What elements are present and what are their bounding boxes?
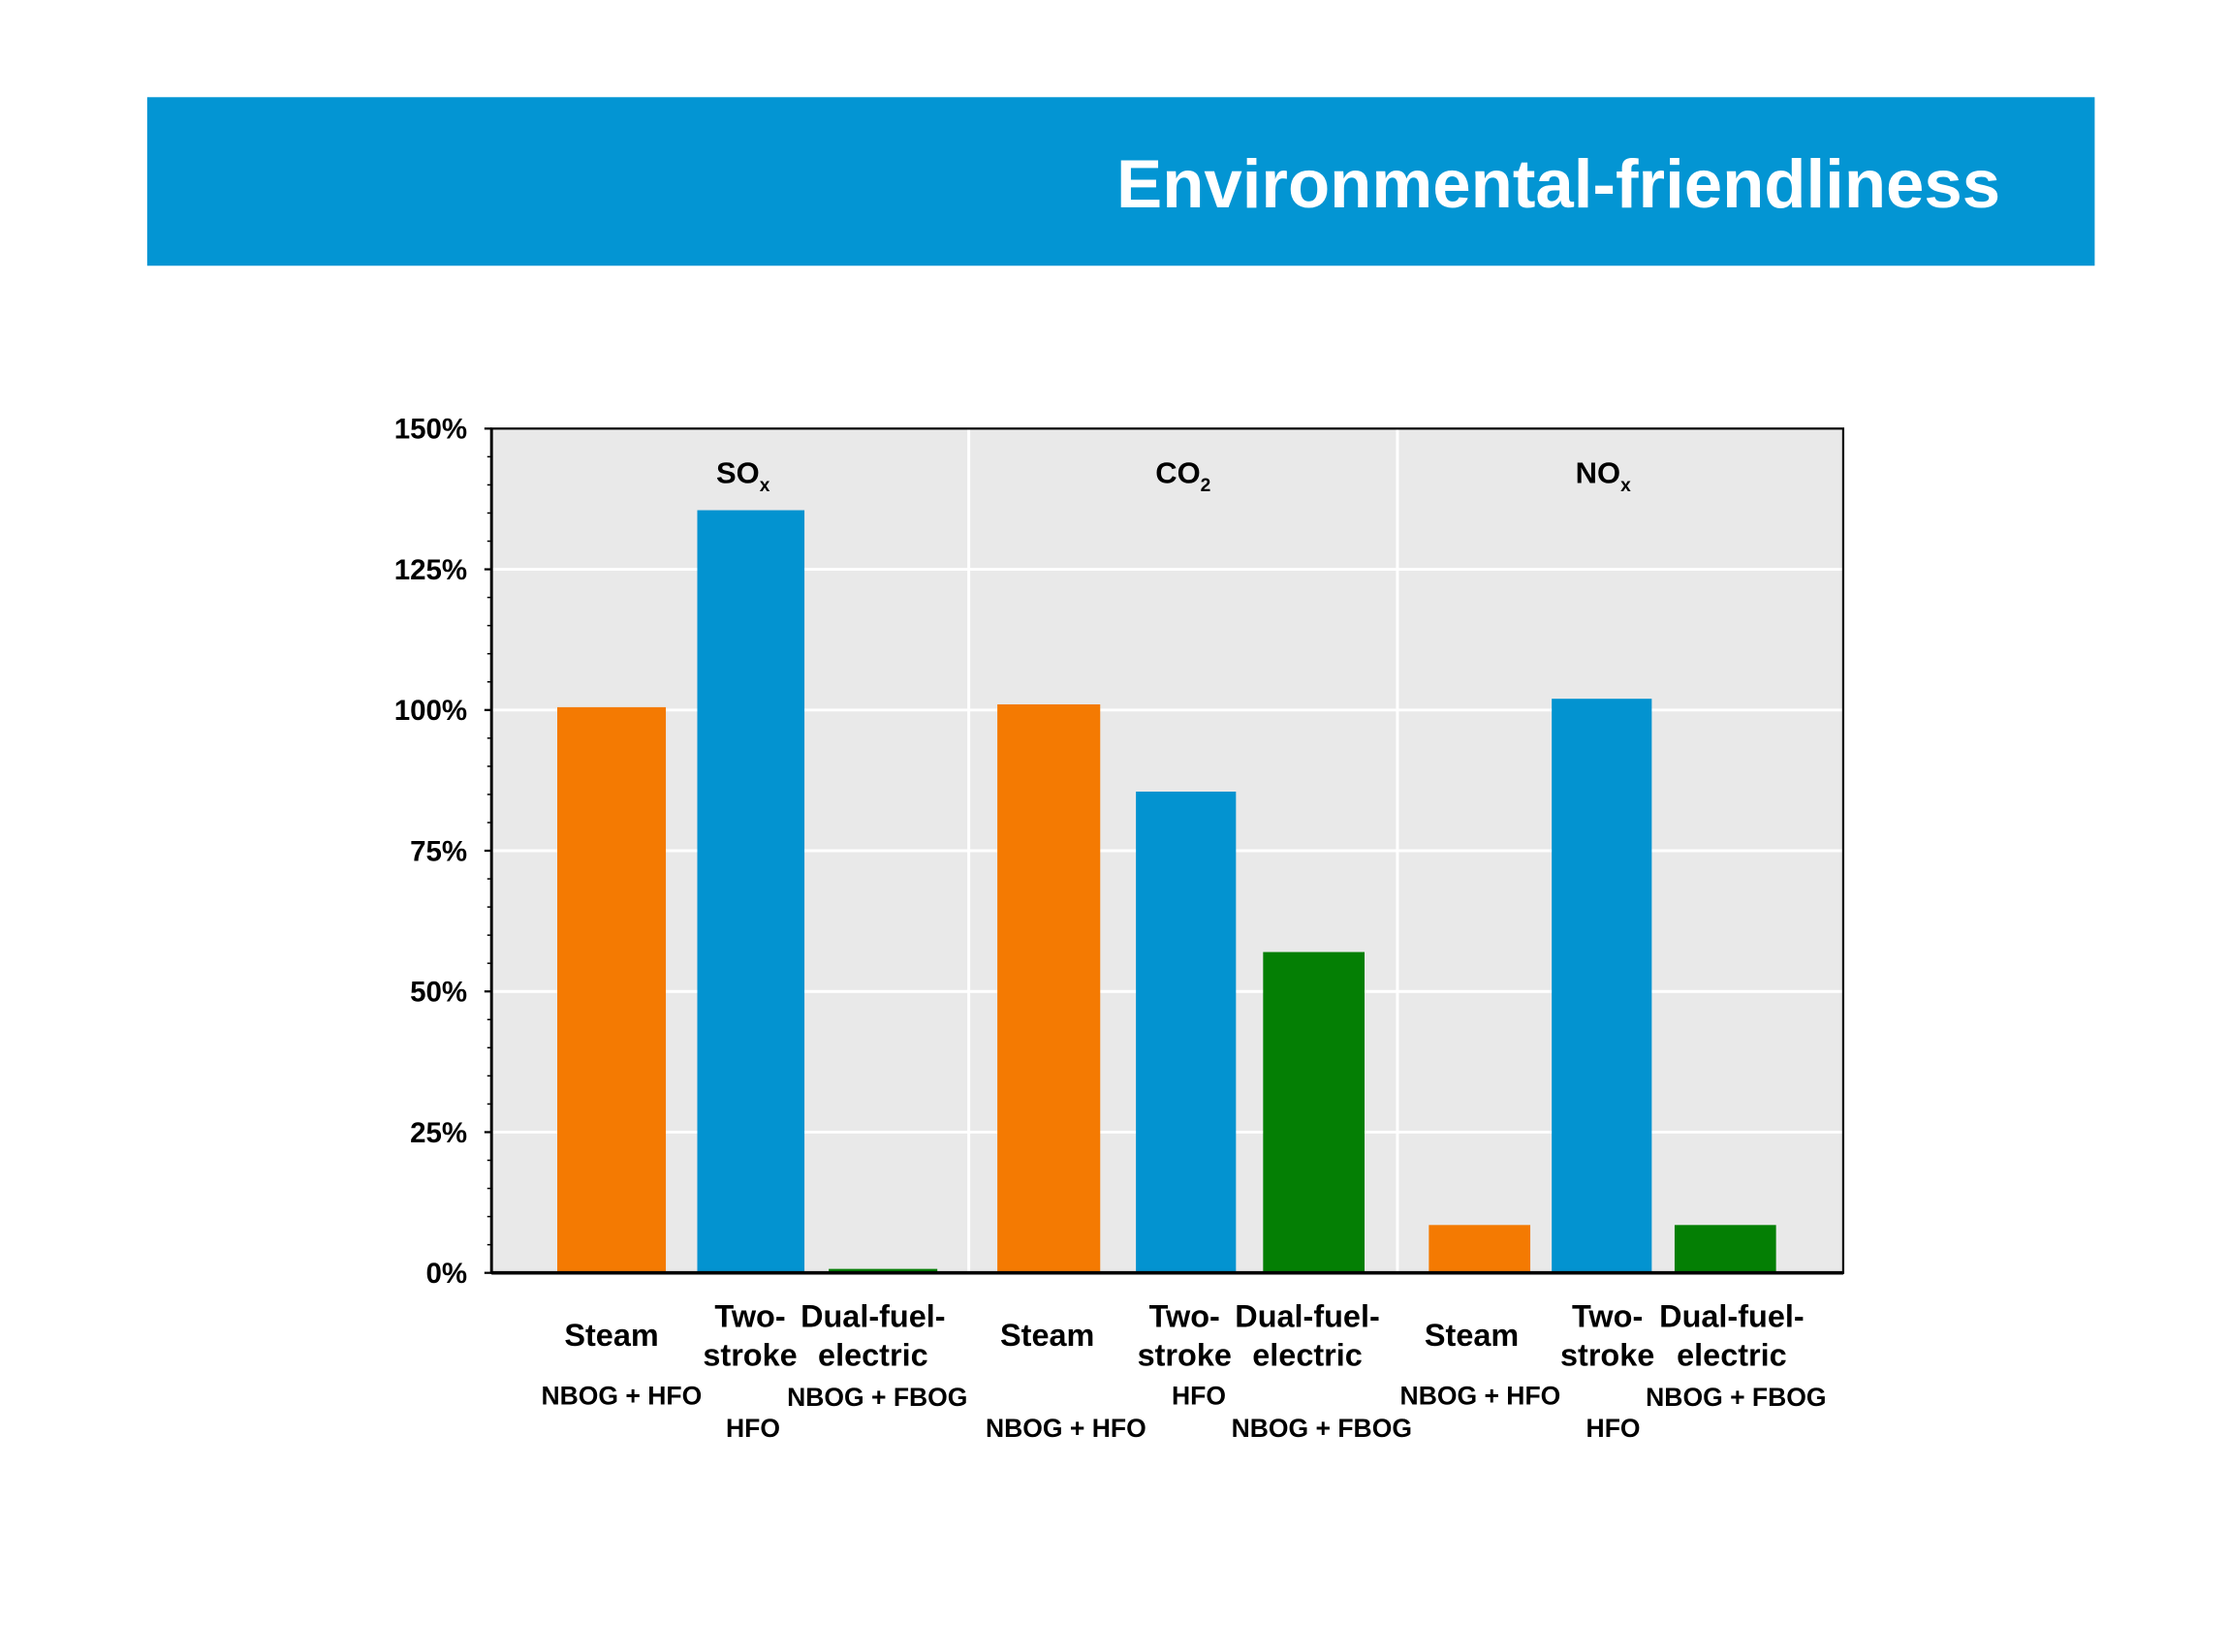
fuel-label: NBOG + FBOG (1232, 1414, 1412, 1443)
category-label: electric (818, 1338, 928, 1373)
bar-two_stroke (1552, 699, 1652, 1273)
bar-dual_fuel (1263, 951, 1366, 1273)
bar-dual_fuel (1674, 1225, 1776, 1273)
fuel-label: NBOG + FBOG (787, 1383, 967, 1412)
category-label: Two- (1149, 1299, 1220, 1334)
y-tick-label: 75% (410, 835, 467, 867)
fuel-label: HFO (726, 1414, 780, 1443)
category-label: Dual-fuel- (801, 1299, 946, 1334)
group-title-nox: NOx (1576, 455, 1631, 496)
group-title-co2: CO2 (1155, 455, 1210, 496)
fuel-label: NBOG + FBOG (1646, 1383, 1826, 1412)
category-label: Two- (1572, 1299, 1643, 1334)
fuel-label: HFO (1586, 1414, 1641, 1443)
y-tick-label: 0% (426, 1258, 468, 1290)
category-label: stroke (1138, 1338, 1232, 1373)
y-tick-label: 125% (394, 554, 467, 586)
category-label: Steam (1425, 1318, 1519, 1353)
y-tick-label: 25% (410, 1117, 467, 1149)
category-label: Steam (564, 1318, 658, 1353)
category-label: Dual-fuel- (1235, 1299, 1380, 1334)
fuel-label: NBOG + HFO (541, 1381, 702, 1410)
category-label: electric (1252, 1338, 1363, 1373)
fuel-label: NBOG + HFO (1400, 1381, 1561, 1410)
bar-dual_fuel (829, 1268, 938, 1273)
category-label: stroke (703, 1338, 797, 1373)
y-tick-label: 100% (394, 695, 467, 727)
bar-steam (1428, 1225, 1531, 1273)
fuel-label: HFO (1172, 1381, 1226, 1410)
fuel-label: NBOG + HFO (986, 1414, 1146, 1443)
bar-steam (997, 703, 1101, 1273)
bar-two_stroke (697, 510, 805, 1273)
bar-steam (557, 706, 667, 1273)
y-tick-label: 150% (394, 414, 467, 446)
category-label: electric (1677, 1338, 1787, 1373)
category-label: Steam (1000, 1318, 1094, 1353)
page-title: Environmental-friendliness (1116, 145, 2000, 222)
bar-chart: 0% 25% 50% 75% 100% 125% 150% SOx Steam NBOG + HF… (394, 414, 1845, 1443)
group-title-sox: SOx (716, 455, 770, 496)
header-bar (146, 97, 2095, 266)
bar-two_stroke (1136, 792, 1237, 1273)
y-tick-label: 50% (410, 977, 467, 1009)
category-label: Two- (714, 1299, 785, 1334)
category-label: Dual-fuel- (1659, 1299, 1805, 1334)
category-label: stroke (1560, 1338, 1654, 1373)
